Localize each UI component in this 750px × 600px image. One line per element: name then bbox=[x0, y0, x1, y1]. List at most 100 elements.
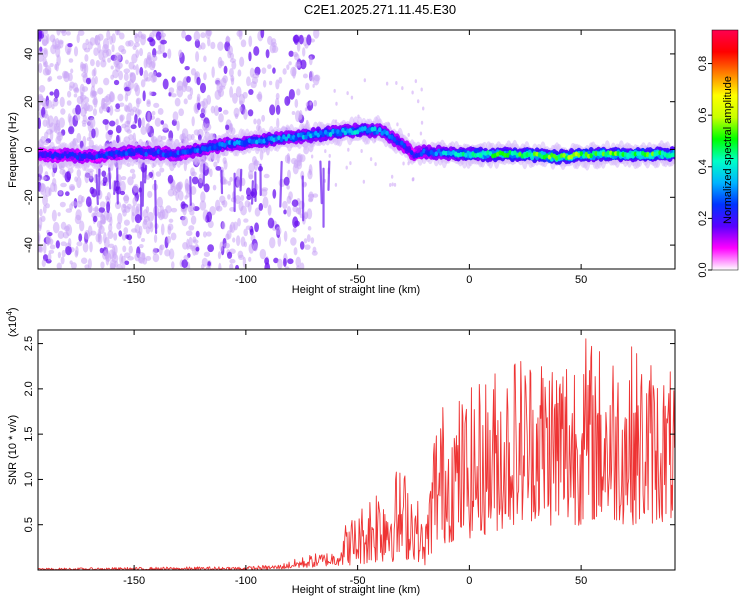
noise-point bbox=[369, 157, 373, 162]
ridge-point bbox=[503, 152, 507, 158]
noise-point bbox=[119, 190, 126, 196]
noise-point bbox=[91, 128, 96, 139]
noise-point bbox=[137, 117, 142, 129]
noise-point bbox=[263, 173, 270, 179]
noise-point bbox=[38, 95, 44, 102]
noise-point bbox=[160, 223, 165, 236]
noise-point bbox=[226, 251, 233, 259]
noise-point bbox=[213, 161, 218, 168]
noise-point bbox=[134, 213, 142, 224]
noise-point bbox=[272, 67, 276, 74]
noise-point bbox=[123, 104, 129, 112]
noise-point bbox=[252, 73, 260, 79]
noise-point bbox=[81, 119, 87, 125]
noise-point bbox=[229, 263, 234, 269]
noise-point bbox=[66, 100, 72, 106]
noise-point bbox=[61, 249, 66, 258]
noise-point bbox=[149, 38, 156, 47]
noise-point bbox=[276, 117, 280, 129]
noise-point bbox=[118, 70, 124, 81]
noise-point bbox=[160, 120, 165, 125]
noise-point bbox=[204, 127, 208, 134]
noise-point bbox=[153, 234, 158, 243]
noise-point bbox=[275, 104, 281, 115]
ridge-point bbox=[621, 152, 625, 157]
noise-point bbox=[200, 32, 206, 39]
noise-streak bbox=[250, 180, 254, 205]
noise-point bbox=[189, 87, 194, 96]
noise-point bbox=[92, 108, 98, 117]
noise-point bbox=[78, 233, 83, 242]
noise-point bbox=[292, 163, 299, 175]
noise-point bbox=[107, 230, 114, 239]
noise-point bbox=[50, 44, 57, 55]
noise-point bbox=[118, 32, 125, 40]
noise-point bbox=[256, 124, 261, 132]
noise-point bbox=[138, 244, 144, 249]
noise-point bbox=[84, 171, 90, 184]
ridge-point bbox=[532, 151, 537, 157]
noise-point bbox=[283, 257, 287, 268]
noise-point bbox=[74, 113, 81, 121]
noise-point bbox=[188, 236, 193, 248]
noise-point bbox=[45, 203, 50, 209]
noise-point bbox=[196, 76, 201, 86]
noise-point bbox=[155, 31, 162, 41]
ridge-point bbox=[643, 152, 647, 158]
colorbar-tick-label: 0.6 bbox=[697, 108, 709, 123]
noise-point bbox=[118, 45, 125, 53]
noise-point bbox=[156, 50, 162, 55]
noise-point bbox=[42, 68, 50, 76]
noise-point bbox=[292, 51, 298, 58]
noise-point bbox=[171, 261, 175, 269]
noise-point bbox=[298, 112, 303, 121]
frequency-ridge bbox=[38, 114, 675, 172]
noise-point bbox=[242, 256, 247, 268]
noise-point bbox=[100, 261, 105, 269]
noise-point bbox=[123, 194, 130, 204]
noise-point bbox=[283, 209, 287, 215]
colorbar-frame bbox=[711, 29, 739, 271]
noise-streak bbox=[239, 168, 243, 192]
noise-point bbox=[312, 74, 320, 86]
noise-point bbox=[200, 191, 206, 203]
noise-point bbox=[178, 49, 183, 58]
noise-point bbox=[253, 243, 258, 252]
noise-point bbox=[407, 132, 410, 137]
ridge-point bbox=[569, 154, 574, 160]
noise-point bbox=[269, 237, 276, 249]
noise-point bbox=[195, 51, 200, 62]
noise-point bbox=[140, 34, 146, 46]
noise-point bbox=[288, 191, 293, 201]
ridge-point bbox=[400, 140, 404, 146]
noise-point bbox=[57, 212, 61, 217]
noise-point bbox=[307, 226, 312, 231]
noise-point bbox=[267, 35, 273, 45]
noise-point bbox=[142, 219, 148, 230]
noise-point bbox=[291, 199, 299, 207]
noise-point bbox=[196, 93, 201, 102]
noise-point bbox=[217, 251, 222, 260]
noise-point bbox=[243, 108, 248, 120]
noise-point bbox=[246, 76, 251, 87]
noise-point bbox=[42, 194, 48, 206]
noise-point bbox=[197, 134, 202, 142]
x-tick-label: -50 bbox=[350, 274, 366, 286]
y-tick-label: 2.0 bbox=[23, 381, 35, 396]
noise-point bbox=[155, 171, 162, 177]
noise-point bbox=[248, 162, 255, 173]
noise-point bbox=[132, 196, 138, 206]
ridge-point bbox=[267, 136, 271, 141]
noise-point bbox=[58, 117, 66, 128]
noise-point bbox=[67, 43, 73, 48]
ridge-point bbox=[378, 127, 382, 133]
noise-point bbox=[67, 72, 73, 82]
noise-point bbox=[236, 30, 243, 37]
noise-point bbox=[93, 67, 97, 77]
noise-point bbox=[292, 227, 297, 233]
noise-point bbox=[91, 188, 97, 198]
noise-point bbox=[109, 35, 113, 45]
noise-point bbox=[422, 106, 425, 111]
noise-point bbox=[302, 73, 308, 79]
